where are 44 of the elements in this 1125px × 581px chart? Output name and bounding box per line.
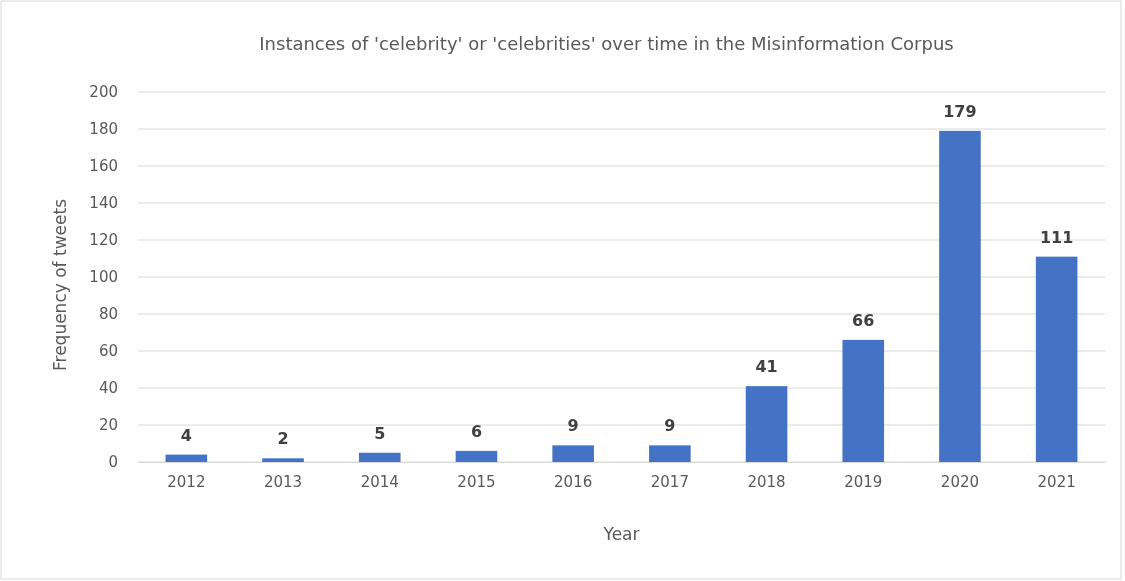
y-tick-label: 0 <box>108 453 118 472</box>
x-tick-label: 2015 <box>457 472 496 491</box>
x-tick-label: 2013 <box>263 472 303 491</box>
y-tick-label: 140 <box>89 194 118 213</box>
y-tick-label: 120 <box>89 231 118 250</box>
data-label: 5 <box>374 423 386 443</box>
bar <box>262 458 304 462</box>
bar <box>165 454 208 462</box>
data-label: 4 <box>180 425 192 445</box>
bar <box>358 452 401 462</box>
y-tick-label: 40 <box>98 379 118 398</box>
data-label: 6 <box>470 421 483 441</box>
data-label: 9 <box>664 416 676 436</box>
bar <box>455 450 498 462</box>
x-tick-label: 2017 <box>650 472 689 491</box>
y-tick-label: 200 <box>89 83 118 102</box>
bar <box>649 445 691 462</box>
x-tick-label: 2018 <box>747 472 786 491</box>
y-tick-label: 20 <box>98 416 118 435</box>
bar <box>842 339 885 462</box>
data-label: 179 <box>943 101 977 121</box>
data-label: 9 <box>567 416 579 436</box>
y-tick-label: 80 <box>98 305 118 324</box>
x-tick-label: 2016 <box>554 472 593 491</box>
data-label: 111 <box>1039 227 1074 247</box>
x-axis-title: Year <box>602 524 640 544</box>
y-tick-label: 160 <box>89 157 118 176</box>
x-tick-label: 2019 <box>844 472 883 491</box>
bar <box>1035 256 1078 462</box>
bar <box>552 445 594 462</box>
data-label: 2 <box>277 429 289 449</box>
x-tick-label: 2012 <box>167 472 206 491</box>
bar <box>745 386 788 462</box>
x-tick-label: 2021 <box>1037 472 1076 491</box>
y-tick-label: 100 <box>89 268 118 287</box>
bar <box>939 130 981 462</box>
chart-title: Instances of 'celebrity' or 'celebrities' over time in the Misinformation Corpus <box>259 33 954 54</box>
y-tick-label: 180 <box>89 120 118 139</box>
data-label: 66 <box>852 310 875 330</box>
x-tick-label: 2020 <box>940 472 980 491</box>
x-tick-label: 2014 <box>360 472 399 491</box>
y-axis-title: Frequency of tweets <box>50 198 70 372</box>
y-tick-label: 60 <box>98 342 118 361</box>
data-label: 41 <box>755 357 778 377</box>
